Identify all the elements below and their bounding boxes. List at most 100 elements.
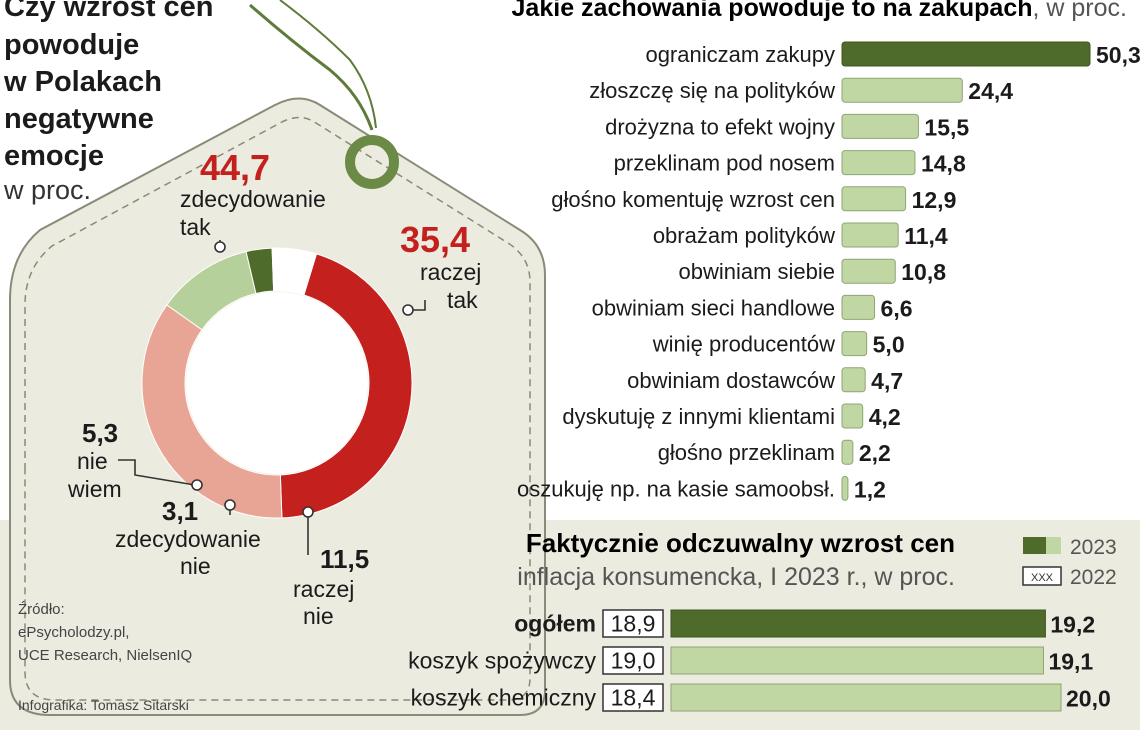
bar-glosno-komentuje-wzrost-cen — [841, 186, 907, 212]
slice-label-zdecydowanie-tak: zdecydowanie — [180, 186, 326, 212]
inflation-title: Faktycznie odczuwalny wzrost cen — [526, 528, 955, 558]
slice-label-nie-wiem: nie — [77, 448, 108, 474]
bar-value-glosno-przeklinam: 2,2 — [859, 440, 891, 466]
donut-title-line: negatywne — [4, 103, 154, 135]
slice-value-zdecydowanie-tak: 44,7 — [200, 147, 270, 188]
bar-value-dyskutuje-z-innymi-klientami: 4,2 — [869, 404, 901, 430]
inflation-2022-box-koszyk-chemiczny — [602, 683, 664, 712]
donut-title-line: powoduje — [4, 29, 139, 61]
bar-label-oszukuje-np-na-kasie-samoobsl: oszukuję np. na kasie samoobsł. — [517, 476, 835, 501]
slice-label-raczej-tak: raczej — [420, 259, 481, 285]
bar-value-glosno-komentuje-wzrost-cen: 12,9 — [912, 187, 957, 213]
tag-eyelet — [345, 135, 399, 189]
bar-label-glosno-komentuje-wzrost-cen: głośno komentuję wzrost cen — [551, 187, 835, 212]
inflation-2023-value-koszyk-spozywczy: 19,1 — [1048, 649, 1093, 675]
bar-obwiniam-dostawcow — [841, 367, 866, 393]
slice-label-raczej-nie: raczej — [293, 576, 354, 602]
inflation-2023-bar-koszyk-chemiczny — [670, 683, 1062, 712]
price-tag-stitch — [24, 116, 531, 701]
bar-label-drozyzna-to-efekt-wojny: drożyzna to efekt wojny — [605, 114, 835, 139]
bar-label-obwiniam-dostawcow: obwiniam dostawców — [627, 368, 835, 393]
bar-value-oszukuje-np-na-kasie-samoobsl: 1,2 — [854, 476, 886, 502]
bar-oszukuje-np-na-kasie-samoobsl — [841, 475, 849, 501]
donut-hole — [186, 292, 368, 474]
bar-value-zloszcze-sie-na-politykow: 24,4 — [968, 78, 1013, 104]
inflation-subtitle: inflacja konsumencka, I 2023 r., w proc. — [517, 563, 955, 591]
bar-ograniczam-zakupy — [841, 41, 1091, 67]
inflation-2023-bar-koszyk-spozywczy — [670, 646, 1044, 675]
bar-zloszcze-sie-na-politykow — [841, 77, 963, 103]
donut-title: Czy wzrost cen powoduje w Polakach negat… — [3, 0, 214, 172]
source-block: Źródło: ePsycholodzy.pl, UCE Research, N… — [18, 601, 192, 713]
inflation-2022-value-koszyk-chemiczny: 18,4 — [611, 685, 656, 711]
donut-title-line: w Polakach — [3, 66, 162, 98]
legend-swatch-2023-dark — [1023, 537, 1046, 554]
source-label: Źródło: — [18, 601, 65, 618]
inflation-label-koszyk-spozywczy: koszyk spożywczy — [408, 648, 596, 674]
bar-value-winie-producentow: 5,0 — [873, 332, 905, 358]
legend-label-2023: 2023 — [1070, 536, 1117, 559]
bar-obrazam-politykow — [841, 222, 899, 248]
slice-value-raczej-tak: 35,4 — [400, 219, 470, 260]
legend-swatch-2023-light — [1046, 537, 1061, 554]
bar-label-zloszcze-sie-na-politykow: złoszczę się na polityków — [589, 78, 835, 103]
inflation-2022-box-ogolem — [602, 609, 664, 638]
donut-leader-dots — [191, 241, 414, 518]
slice-value-nie-wiem: 5,3 — [82, 418, 118, 448]
tag-string-2 — [279, 0, 377, 129]
bar-label-dyskutuje-z-innymi-klientami: dyskutuję z innymi klientami — [562, 404, 835, 429]
slice-label-zdecydowanie-tak: tak — [180, 214, 211, 240]
inflation-2022-value-koszyk-spozywczy: 19,0 — [611, 648, 656, 674]
donut-slice-raczej-tak — [141, 304, 283, 519]
bar-winie-producentow — [841, 331, 868, 357]
bar-przeklinam-pod-nosem — [841, 150, 916, 176]
bar-value-przeklinam-pod-nosem: 14,8 — [921, 151, 966, 177]
bar-value-drozyzna-to-efekt-wojny: 15,5 — [924, 114, 969, 140]
legend-box-sample: XXX — [1031, 572, 1054, 584]
donut-title-line: emocje — [4, 140, 104, 172]
inflation-2023-value-koszyk-chemiczny: 20,0 — [1066, 686, 1111, 712]
bar-label-obwiniam-siebie: obwiniam siebie — [678, 259, 835, 284]
inflation-legend: 2023 XXX 2022 — [1022, 536, 1117, 589]
source-line: UCE Research, NielsenIQ — [18, 647, 192, 664]
inflation-2023-value-ogolem: 19,2 — [1050, 612, 1095, 638]
legend-label-2022: 2022 — [1070, 566, 1117, 589]
bar-obwiniam-sieci-handlowe — [841, 294, 876, 320]
inflation-label-ogolem: ogółem — [514, 611, 596, 637]
bar-label-obrazam-politykow: obrażam polityków — [653, 223, 835, 248]
donut-slice-nie-wiem — [271, 247, 318, 296]
bar-label-obwiniam-sieci-handlowe: obwiniam sieci handlowe — [592, 295, 835, 320]
bar-value-obrazam-politykow: 11,4 — [904, 223, 948, 249]
slice-label-zdecydowanie-nie: nie — [180, 553, 211, 579]
legend-swatch-2022 — [1022, 566, 1062, 586]
slice-value-zdecydowanie-nie: 3,1 — [162, 496, 198, 526]
behaviours-title-text: Jakie zachowania powoduje to na zakupach — [512, 0, 1033, 22]
bar-label-ograniczam-zakupy: ograniczam zakupy — [645, 42, 835, 67]
inflation-bar-chart: ogółem 18,9 19,2 koszyk spożywczy 19,0 19,1 ko… — [408, 609, 1111, 712]
inflation-2022-box-koszyk-spozywczy — [602, 646, 664, 675]
inflation-label-koszyk-chemiczny: koszyk chemiczny — [411, 685, 597, 711]
slice-label-raczej-tak: tak — [447, 287, 478, 313]
bar-drozyzna-to-efekt-wojny — [841, 113, 919, 139]
slice-label-raczej-nie: nie — [303, 603, 334, 629]
bar-obwiniam-siebie — [841, 258, 896, 284]
behaviours-title: Jakie zachowania powoduje to na zakupach… — [512, 0, 1127, 22]
donut-slice-zdecydowanie-tak — [279, 253, 413, 519]
bar-value-obwiniam-dostawcow: 4,7 — [871, 368, 903, 394]
slice-value-raczej-nie: 11,5 — [320, 544, 369, 574]
bar-label-glosno-przeklinam: głośno przeklinam — [658, 440, 835, 465]
donut-title-line: Czy wzrost cen — [4, 0, 214, 23]
slice-label-zdecydowanie-nie: zdecydowanie — [115, 526, 261, 552]
donut-labels: 44,7 zdecydowanie tak 35,4 raczej tak 5,… — [67, 147, 481, 629]
behaviours-bar-chart: ograniczam zakupy 50,3 złoszczę się na pol… — [517, 41, 1140, 502]
bar-glosno-przeklinam — [841, 439, 854, 465]
bar-value-obwiniam-sieci-handlowe: 6,6 — [881, 295, 913, 321]
slice-label-nie-wiem: wiem — [67, 476, 122, 502]
donut-chart — [141, 247, 413, 519]
inflation-2022-value-ogolem: 18,9 — [611, 611, 656, 637]
bar-value-ograniczam-zakupy: 50,3 — [1096, 42, 1140, 68]
source-credit: Infografika: Tomasz Sitarski — [18, 697, 189, 713]
inflation-2023-bar-ogolem — [670, 609, 1046, 638]
bar-label-winie-producentow: winię producentów — [652, 332, 835, 357]
